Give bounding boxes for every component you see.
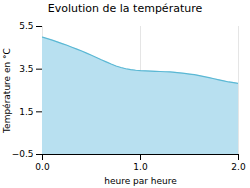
svg-text:1.0: 1.0 [133, 162, 148, 172]
svg-text:1.5: 1.5 [19, 107, 33, 117]
html-text:Evolution de la température: Evolution de la température [47, 2, 203, 15]
svg-text:5.5: 5.5 [19, 21, 33, 31]
svg-text:−0.5: −0.5 [12, 149, 34, 159]
svg-text:3.5: 3.5 [19, 64, 33, 74]
svg-text:Température en °C: Température en °C [2, 48, 12, 134]
svg-text:2.0: 2.0 [231, 162, 246, 172]
svg-text:0.0: 0.0 [35, 162, 50, 172]
svg-text:heure par heure: heure par heure [104, 176, 177, 186]
